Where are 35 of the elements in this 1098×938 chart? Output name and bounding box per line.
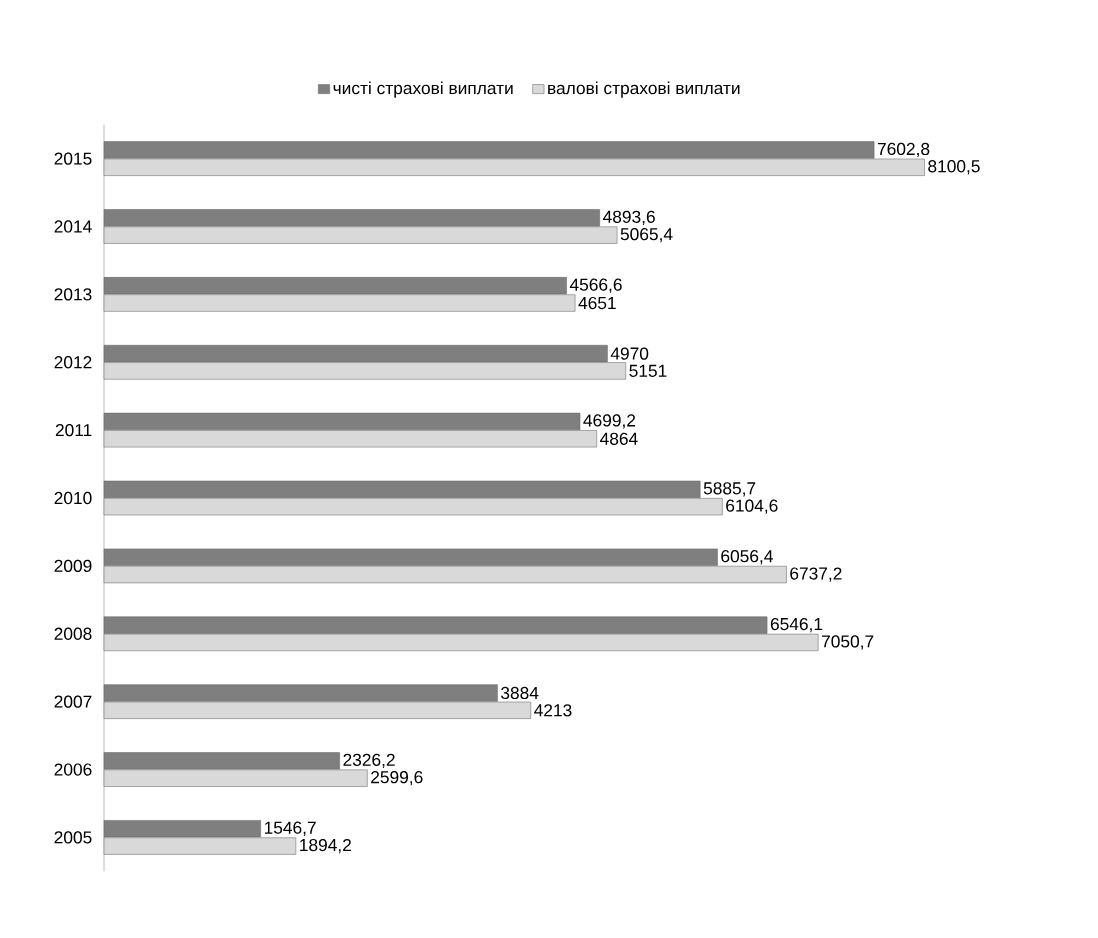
- data-label: 3884: [501, 686, 539, 700]
- data-label: 4893,6: [603, 210, 655, 225]
- data-label: 6056,4: [721, 550, 773, 565]
- y-tick-label: 2005: [54, 831, 92, 844]
- data-label: 1546,7: [264, 821, 316, 836]
- y-tick-label: 2012: [54, 356, 92, 369]
- data-label: 7050,7: [822, 635, 874, 650]
- y-tick-label: 2006: [54, 763, 92, 776]
- y-tick-label: 2009: [54, 559, 92, 573]
- data-label: 8100,5: [928, 160, 980, 175]
- y-tick-label: 2008: [54, 627, 92, 640]
- data-label: 6104,6: [726, 499, 778, 514]
- data-label: 2326,2: [343, 753, 395, 769]
- data-label: 4566,6: [569, 278, 622, 293]
- data-label: 4651: [578, 296, 616, 310]
- data-label: 5065,4: [620, 227, 673, 243]
- data-label: 5151: [629, 364, 667, 377]
- data-label: 5885,7: [703, 482, 756, 497]
- y-tick-label: 2011: [55, 423, 92, 437]
- y-tick-label: 2010: [54, 491, 92, 505]
- y-tick-label: 2013: [54, 288, 92, 301]
- data-label: 2599,6: [371, 771, 423, 786]
- data-label: 1894,2: [300, 838, 351, 854]
- data-label: 6546,1: [770, 617, 823, 633]
- y-tick-label: 2015: [54, 152, 92, 165]
- y-tick-label: 2007: [54, 695, 92, 708]
- data-label: 7602,8: [877, 142, 930, 158]
- data-label: 4213: [534, 704, 572, 717]
- data-label: 6737,2: [790, 567, 842, 582]
- data-label: 4699,2: [583, 414, 636, 429]
- legend-label: валові страхові виплати: [548, 81, 740, 98]
- data-label: 4970: [610, 347, 649, 360]
- legend-label: чисті страхові виплати: [333, 81, 513, 98]
- data-label: 4864: [600, 432, 638, 445]
- y-tick-label: 2014: [54, 220, 92, 233]
